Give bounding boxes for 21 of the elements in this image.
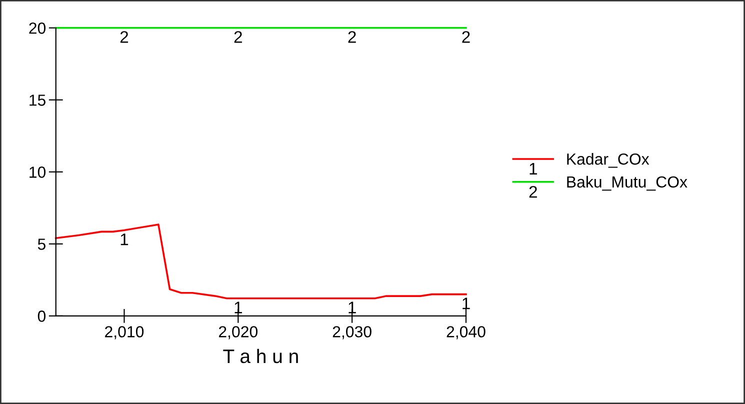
annotation: 2: [348, 31, 356, 43]
x-tick-label: 2,010: [105, 326, 144, 340]
x-tick-label: 2,020: [218, 326, 258, 340]
x-tick-label: 2,030: [332, 326, 372, 340]
line-series: [54, 224, 467, 300]
annotation: 2: [120, 31, 128, 43]
y-tick-label: 0: [38, 310, 46, 322]
y-tick-label: 15: [30, 94, 46, 106]
annotation: 1: [462, 298, 470, 310]
y-tick-label: 5: [38, 238, 46, 250]
legend-label: Baku_Mutu_COx: [567, 176, 688, 191]
text: 1: [530, 163, 537, 174]
legend-label: Kadar_COx: [567, 153, 650, 168]
annotation: 1: [120, 234, 128, 246]
x-axis-title: T a h u n: [223, 348, 298, 364]
text: 2: [529, 186, 537, 198]
y-tick-label: 20: [29, 22, 46, 34]
annotation: 2: [234, 31, 242, 43]
annotation: 2: [462, 31, 470, 43]
y-tick-label: 10: [30, 166, 46, 178]
x-tick-label: 2,040: [446, 326, 486, 340]
